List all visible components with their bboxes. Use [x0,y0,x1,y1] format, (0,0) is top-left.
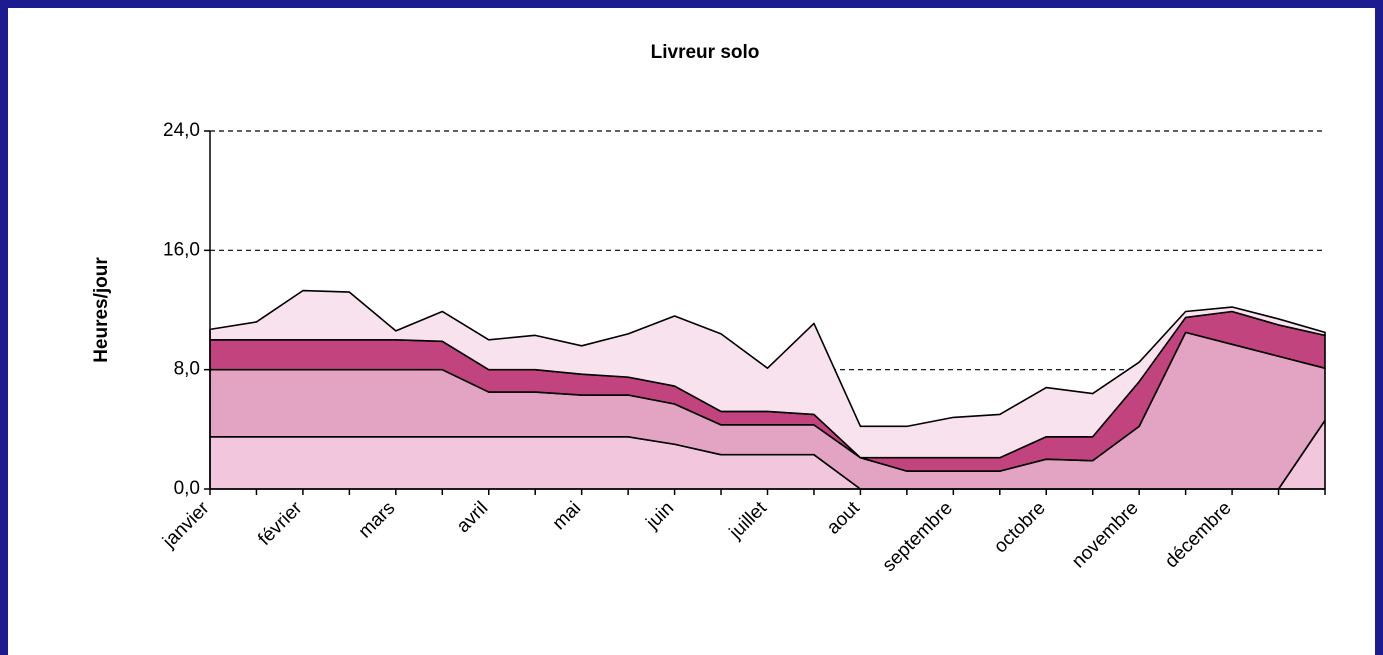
y-axis-label: Heures/jour [91,257,112,363]
chart-title: Livreur solo [651,42,760,63]
y-tick-label: 8,0 [174,359,200,380]
y-tick-label: 24,0 [163,120,200,141]
y-tick-label: 0,0 [174,478,200,499]
y-tick-label: 16,0 [163,239,200,260]
area-series [209,289,1326,459]
